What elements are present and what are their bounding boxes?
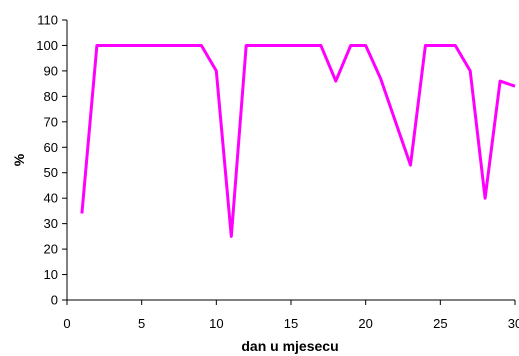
y-tick-label: 40 [44, 191, 58, 206]
series-layer [80, 44, 516, 238]
y-tick-label: 60 [44, 140, 58, 155]
y-tick-label: 70 [44, 114, 58, 129]
y-tick-label: 80 [44, 89, 58, 104]
y-tick-label: 10 [44, 267, 58, 282]
y-axis-title: % [11, 153, 27, 166]
x-tick-label: 30 [508, 316, 519, 331]
x-tick-label: 15 [284, 316, 298, 331]
y-tick-label: 100 [36, 38, 58, 53]
x-tick-label: 5 [138, 316, 145, 331]
y-tick-label: 0 [51, 293, 58, 308]
y-tick-label: 30 [44, 216, 58, 231]
x-tick-label: 10 [209, 316, 223, 331]
y-axis-ticks: 0 10 20 30 40 50 60 70 80 90 100 110 [36, 13, 67, 308]
y-tick-label: 50 [44, 165, 58, 180]
y-tick-label: 110 [37, 13, 58, 28]
series-line [80, 44, 516, 238]
x-axis-title: dan u mjesecu [241, 338, 338, 354]
y-tick-label: 90 [44, 63, 58, 78]
y-tick-label: 20 [44, 242, 58, 257]
x-axis-ticks: 0 5 10 15 20 25 30 [63, 300, 519, 331]
x-tick-label: 20 [358, 316, 372, 331]
x-tick-label: 0 [63, 316, 70, 331]
x-tick-label: 25 [433, 316, 447, 331]
